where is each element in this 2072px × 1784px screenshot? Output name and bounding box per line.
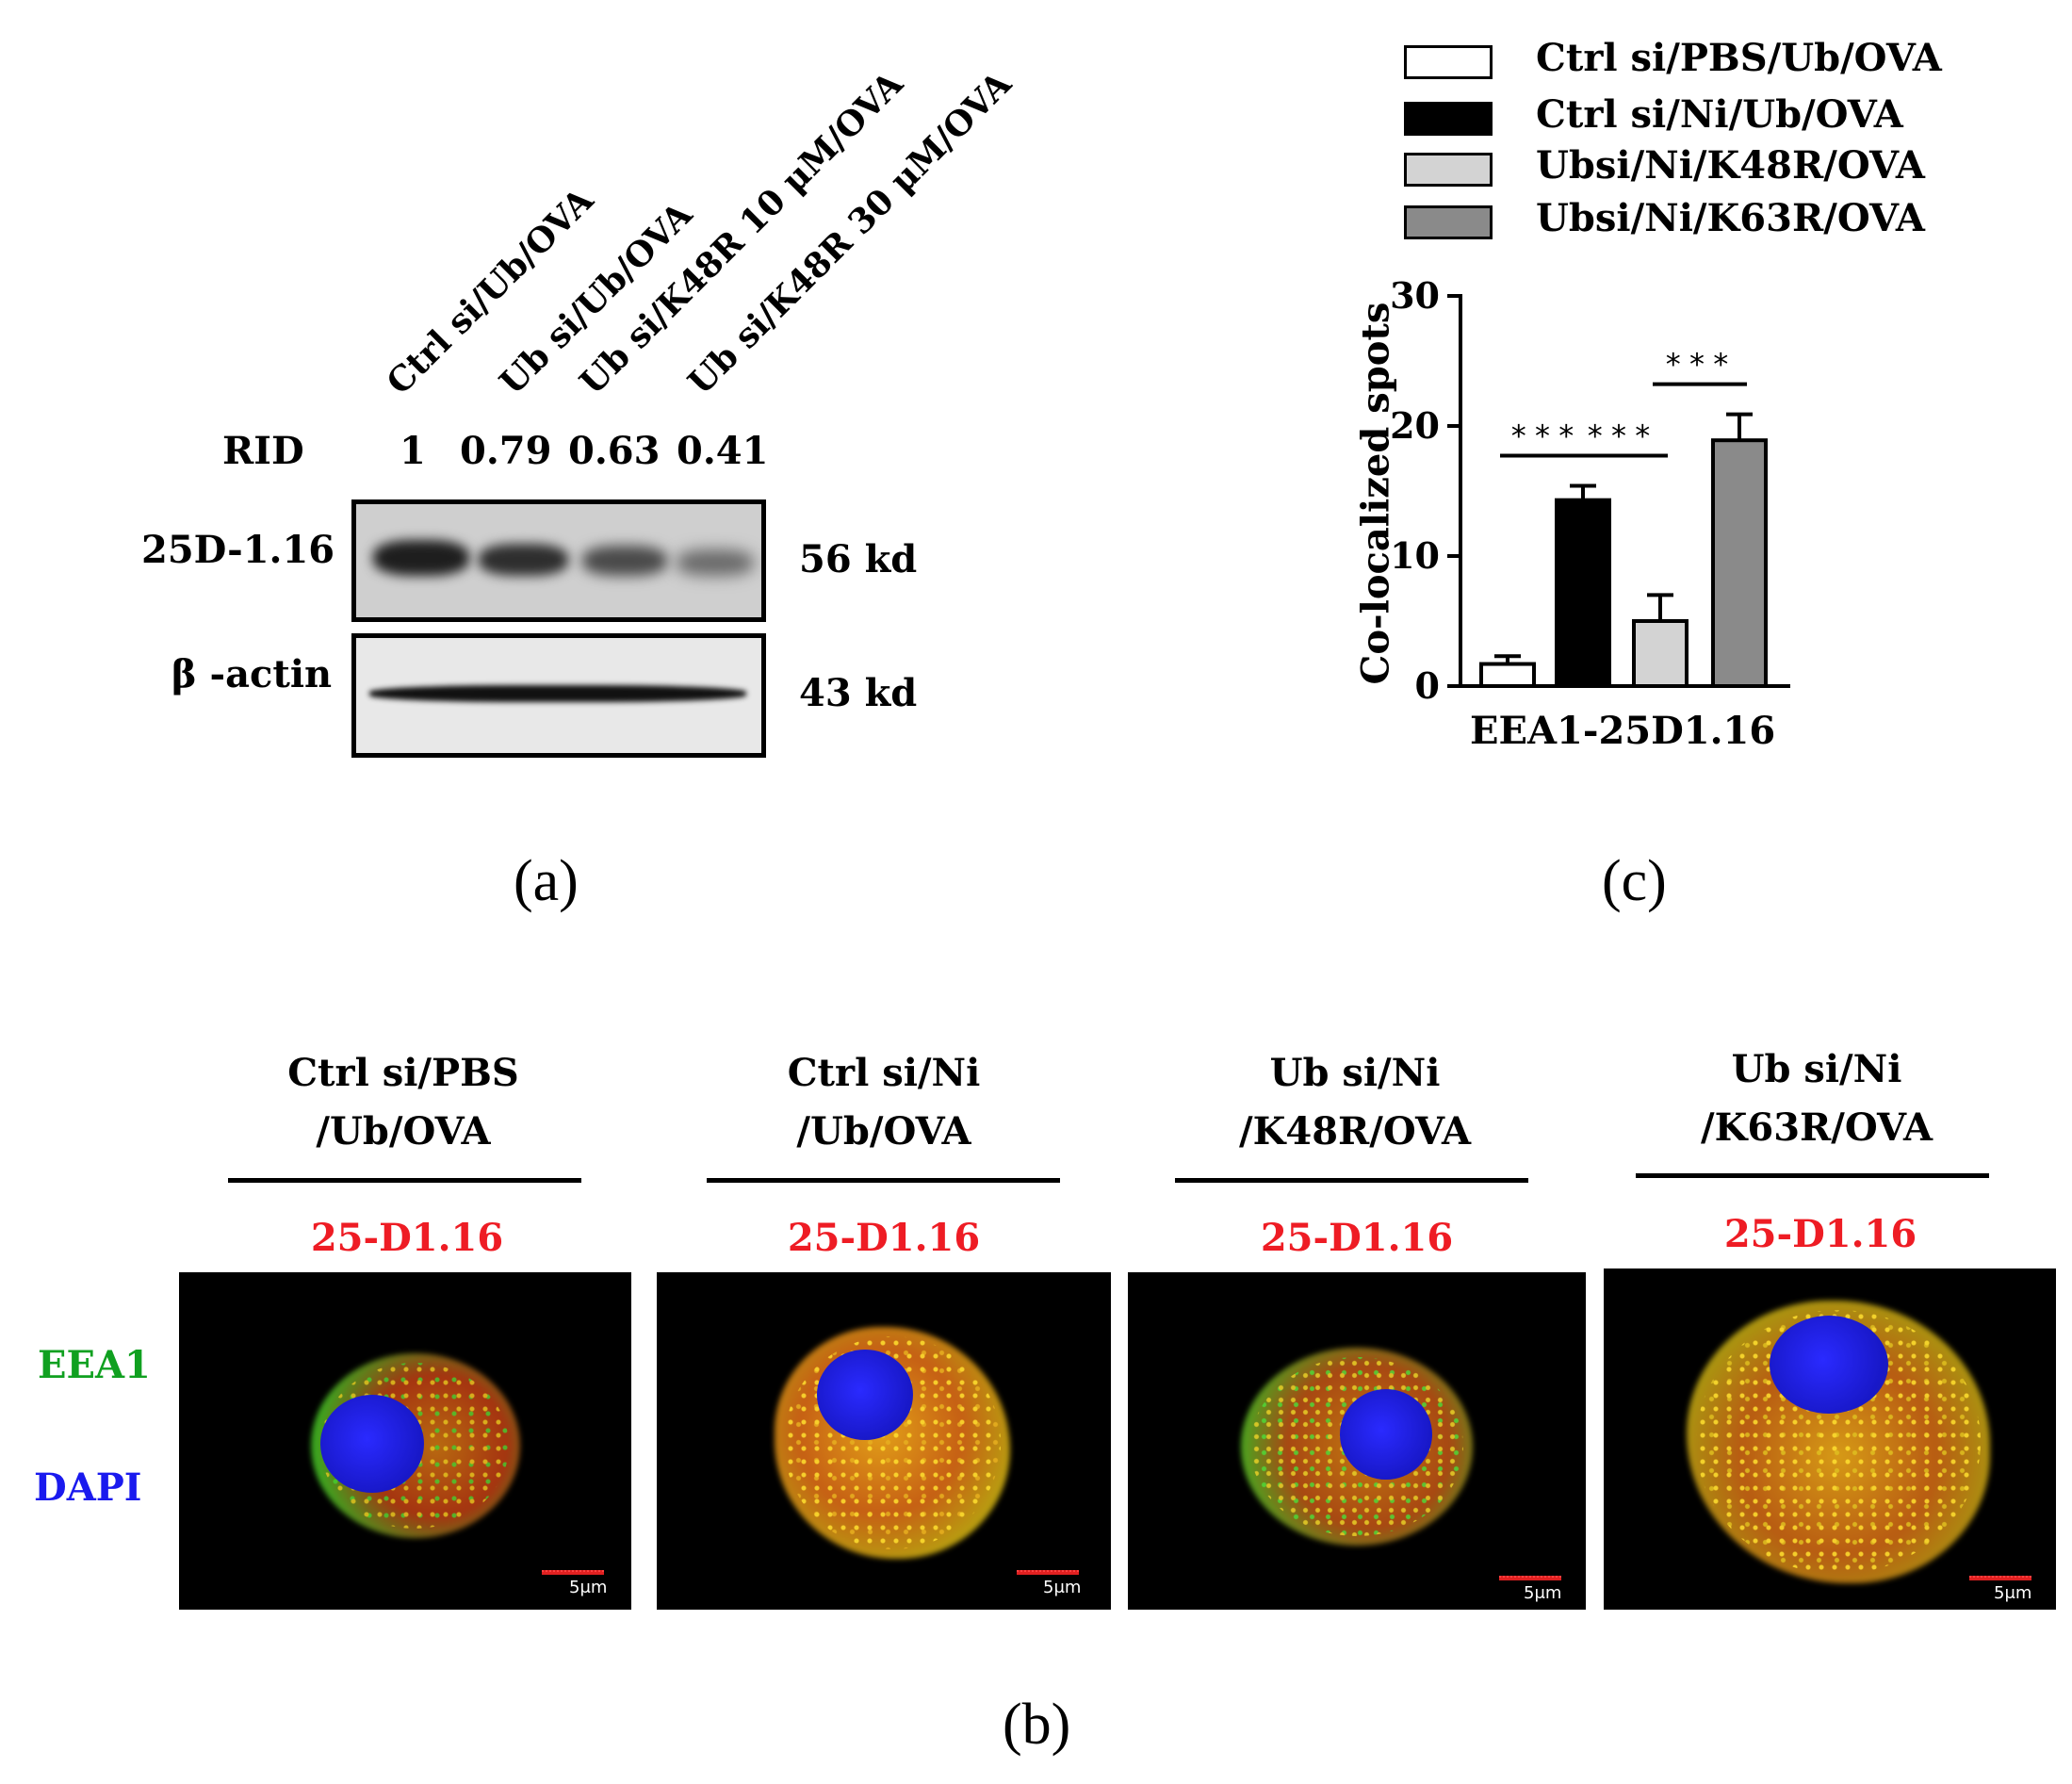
group-title-4-line2: /K63R/OVA — [1701, 1105, 1933, 1150]
scale-bar-2 — [1017, 1570, 1079, 1575]
panel-label-a: (a) — [514, 849, 579, 913]
nucleus — [1340, 1389, 1432, 1480]
group-title-2-line1: Ctrl si/Ni — [787, 1051, 981, 1095]
rid-value-4: 0.41 — [677, 429, 769, 473]
group-title-3-line2: /K48R/OVA — [1239, 1109, 1471, 1154]
band — [479, 544, 568, 576]
lane-label-1: Ctrl si/Ub/OVA — [379, 180, 601, 402]
legend-swatch-2 — [1404, 102, 1493, 136]
y-tick-label: 10 — [1390, 534, 1440, 577]
y-tick-label: 30 — [1390, 274, 1440, 317]
band — [373, 540, 469, 576]
significance-label: *** — [1664, 347, 1736, 383]
y-tick-label: 20 — [1390, 404, 1440, 447]
stain-label-2: 25-D1.16 — [787, 1216, 981, 1260]
bar — [1711, 438, 1768, 688]
legend-label-3: Ubsi/Ni/K48R/OVA — [1536, 143, 1925, 188]
channel-label-dapi: DAPI — [34, 1465, 142, 1510]
group-title-3: Ub si/Ni /K48R/OVA — [1157, 1044, 1553, 1161]
group-title-1-line2: /Ub/OVA — [316, 1109, 491, 1154]
micrograph-4: 5μm — [1604, 1268, 2056, 1610]
blot-actin-image — [351, 633, 766, 758]
group-title-1: Ctrl si/PBS /Ub/OVA — [205, 1044, 601, 1161]
scale-text-2: 5μm — [1043, 1578, 1082, 1597]
group-divider-4 — [1636, 1173, 1989, 1178]
micrograph-3: 5μm — [1128, 1272, 1586, 1610]
scale-text-1: 5μm — [569, 1578, 608, 1597]
rid-value-1: 1 — [400, 429, 426, 473]
significance-label: *** — [1509, 417, 1581, 453]
bar — [1479, 662, 1536, 689]
scale-text-4: 5μm — [1994, 1583, 2032, 1603]
legend-swatch-3 — [1404, 153, 1493, 187]
chart-y-label: Co-localized spots — [1353, 302, 1398, 685]
group-divider-1 — [228, 1178, 581, 1183]
nucleus — [1770, 1316, 1888, 1414]
blot-name-25d: 25D-1.16 — [141, 528, 335, 572]
chart-x-label: EEA1-25D1.16 — [1470, 709, 1776, 753]
group-title-2: Ctrl si/Ni /Ub/OVA — [686, 1044, 1082, 1161]
scale-bar-4 — [1969, 1576, 2031, 1580]
group-title-4: Ub si/Ni /K63R/OVA — [1619, 1040, 2015, 1157]
bar — [1632, 619, 1689, 688]
blot-size-43: 43 kd — [799, 671, 918, 715]
blot-size-56: 56 kd — [799, 537, 918, 581]
channel-label-eea1: EEA1 — [38, 1343, 151, 1387]
scale-text-3: 5μm — [1524, 1583, 1562, 1603]
group-divider-2 — [707, 1178, 1060, 1183]
rid-value-3: 0.63 — [568, 429, 661, 473]
stain-label-3: 25-D1.16 — [1260, 1216, 1454, 1260]
group-title-4-line1: Ub si/Ni — [1731, 1047, 1902, 1091]
bar — [1555, 498, 1611, 688]
scale-bar-3 — [1499, 1576, 1561, 1580]
band — [582, 546, 667, 576]
group-title-2-line2: /Ub/OVA — [796, 1109, 971, 1154]
nucleus — [817, 1350, 913, 1440]
group-title-1-line1: Ctrl si/PBS — [287, 1051, 519, 1095]
micrograph-2: 5μm — [657, 1272, 1111, 1610]
group-title-3-line1: Ub si/Ni — [1269, 1051, 1441, 1095]
blot-name-actin: β -actin — [171, 652, 333, 696]
legend-swatch-4 — [1404, 205, 1493, 239]
blot-25d-image — [351, 499, 766, 622]
legend-label-2: Ctrl si/Ni/Ub/OVA — [1536, 92, 1903, 137]
band — [369, 685, 746, 702]
rid-label: RID — [222, 429, 304, 473]
legend-label-1: Ctrl si/PBS/Ub/OVA — [1536, 36, 1942, 80]
nucleus — [320, 1395, 424, 1493]
significance-label: *** — [1586, 417, 1657, 453]
rid-value-2: 0.79 — [460, 429, 552, 473]
scale-bar-1 — [542, 1570, 604, 1575]
legend-swatch-1 — [1404, 45, 1493, 79]
band — [677, 549, 754, 576]
legend-label-4: Ubsi/Ni/K63R/OVA — [1536, 196, 1925, 240]
group-divider-3 — [1175, 1178, 1528, 1183]
y-tick-label: 0 — [1415, 664, 1440, 707]
panel-label-b: (b) — [1003, 1693, 1071, 1757]
stain-label-4: 25-D1.16 — [1723, 1212, 1917, 1256]
stain-label-1: 25-D1.16 — [310, 1216, 504, 1260]
micrograph-1: 5μm — [179, 1272, 631, 1610]
panel-label-c: (c) — [1602, 849, 1667, 913]
